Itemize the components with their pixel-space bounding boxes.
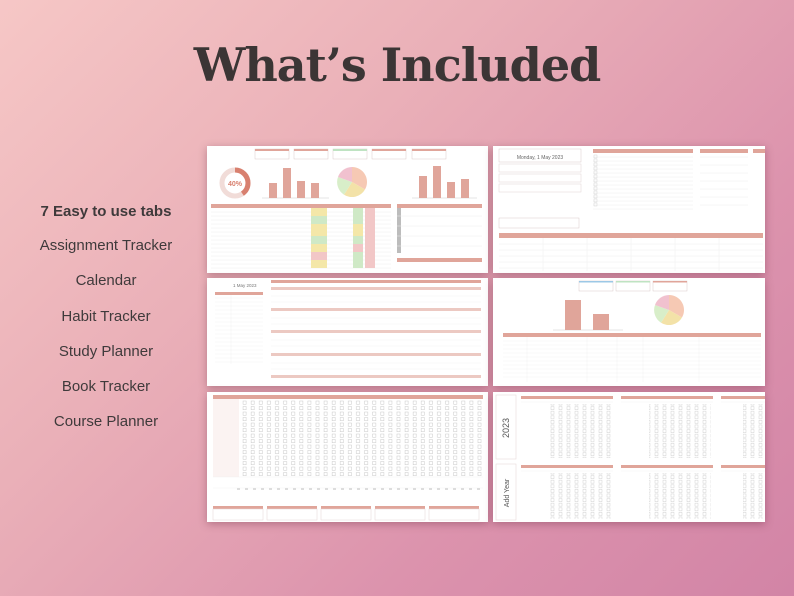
book-tracker-screenshot: [493, 278, 765, 386]
course-planner-screenshot: 2023 Add Year: [493, 392, 765, 522]
feature-calendar: Calendar: [75, 272, 137, 290]
feature-assignment-tracker: Assignment Tracker: [39, 237, 173, 254]
features-list: 7 Easy to use tabs Assignment Tracker Ca…: [16, 203, 196, 449]
study-planner-date: 1 May 2023: [233, 283, 257, 288]
course-year: 2023: [501, 418, 511, 438]
feature-study-planner: Study Planner: [58, 342, 154, 360]
feature-course-planner: Course Planner: [53, 413, 159, 431]
add-year-label[interactable]: Add Year: [504, 478, 511, 507]
habit-tracker-screenshot: [207, 392, 488, 522]
features-heading: 7 Easy to use tabs: [40, 203, 172, 220]
feature-book-tracker: Book Tracker: [61, 378, 151, 396]
assignment-tracker-screenshot: 40%: [207, 146, 488, 273]
study-planner-screenshot: 1 May 2023: [207, 278, 488, 386]
calendar-date: Monday, 1 May 2023: [517, 155, 564, 161]
progress-percent: 40%: [228, 181, 243, 188]
feature-habit-tracker: Habit Tracker: [61, 307, 151, 325]
calendar-screenshot: Monday, 1 May 2023: [493, 146, 765, 273]
page-title: What’s Included: [193, 38, 602, 92]
